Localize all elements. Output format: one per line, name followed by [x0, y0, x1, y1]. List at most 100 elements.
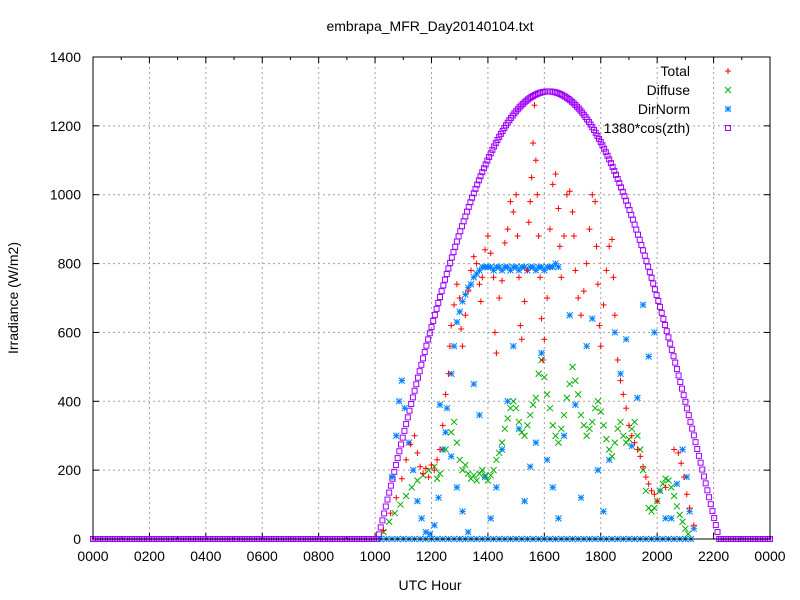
- clearsky-point: [386, 489, 393, 496]
- clearsky-point: [648, 274, 655, 281]
- clearsky-point: [421, 349, 428, 356]
- legend: Total Diffuse DirNorm 1380*cos(zth): [604, 63, 732, 136]
- clearsky-point: [611, 167, 618, 174]
- total-point: [428, 461, 435, 468]
- total-point: [606, 243, 613, 250]
- clearsky-point: [629, 216, 636, 223]
- clearsky-point: [486, 153, 493, 160]
- diffuse-point: [512, 404, 520, 412]
- dirnorm-point: [673, 480, 681, 488]
- diffuse-point: [628, 425, 636, 433]
- clearsky-point: [404, 414, 411, 421]
- total-point: [631, 439, 638, 446]
- total-point: [459, 343, 466, 350]
- diffuse-point: [650, 504, 658, 512]
- series-diffuse: [380, 356, 692, 538]
- total-point: [484, 233, 491, 240]
- clearsky-point: [474, 181, 481, 188]
- clearsky-point: [491, 143, 498, 150]
- total-point: [532, 157, 539, 164]
- clearsky-point: [638, 242, 645, 249]
- total-point: [493, 350, 500, 357]
- diffuse-point: [490, 466, 497, 474]
- dirnorm-point: [392, 432, 400, 440]
- clearsky-point: [392, 461, 399, 468]
- total-point: [380, 527, 387, 534]
- diffuse-point: [614, 425, 622, 433]
- clearsky-point: [452, 243, 459, 250]
- clearsky-point: [396, 448, 403, 455]
- dirnorm-point: [555, 514, 562, 522]
- legend-marker: [724, 86, 732, 94]
- clearsky-point: [628, 211, 635, 218]
- clearsky-point: [667, 340, 674, 347]
- clearsky-point: [685, 412, 692, 419]
- diffuse-point: [634, 432, 641, 440]
- total-point: [470, 253, 477, 260]
- total-point: [617, 377, 624, 384]
- clearsky-point: [709, 508, 716, 515]
- total-point: [539, 356, 546, 363]
- diffuse-point: [665, 477, 672, 484]
- dirnorm-point: [464, 528, 472, 536]
- clearsky-point: [399, 434, 406, 441]
- total-point: [531, 102, 538, 109]
- dirnorm-point: [447, 453, 455, 460]
- clearsky-point: [440, 282, 447, 289]
- clearsky-point: [673, 366, 680, 373]
- x-tick-label: 0800: [303, 548, 334, 564]
- dirnorm-point: [418, 514, 425, 522]
- total-point: [525, 219, 532, 226]
- diffuse-point: [433, 475, 441, 483]
- total-point: [446, 343, 453, 350]
- legend-marker: [725, 125, 731, 131]
- diffuse-point: [501, 425, 509, 433]
- x-tick-label: 0000: [77, 548, 108, 564]
- diffuse-point: [557, 425, 565, 433]
- legend-label: 1380*cos(zth): [604, 120, 690, 136]
- total-point: [651, 491, 658, 498]
- dirnorm-point: [509, 342, 517, 350]
- clearsky-point: [425, 336, 432, 343]
- total-point: [645, 480, 652, 487]
- tick-layer: 0000 0200 0400 0600 0800 1000 1200 1400 1600 1800…: [50, 49, 786, 564]
- clearsky-point: [443, 271, 450, 278]
- clearsky-point: [398, 441, 405, 448]
- clearsky-point: [558, 91, 565, 98]
- clearsky-point: [602, 149, 609, 156]
- y-tick-label: 1000: [50, 187, 81, 203]
- clearsky-point: [435, 299, 442, 306]
- diffuse-point: [580, 422, 588, 429]
- diffuse-point: [456, 456, 464, 464]
- total-point: [496, 295, 503, 301]
- diffuse-point: [447, 428, 455, 436]
- diffuse-point: [594, 397, 602, 405]
- dirnorm-point: [409, 466, 417, 474]
- diffuse-point: [408, 484, 416, 491]
- clearsky-point: [702, 480, 709, 487]
- clearsky-point: [714, 529, 721, 536]
- clearsky-point: [428, 324, 435, 331]
- total-point: [462, 312, 469, 319]
- clearsky-point: [668, 346, 675, 353]
- clearsky-point: [692, 439, 699, 446]
- y-tick-label: 600: [58, 324, 82, 340]
- diffuse-point: [574, 391, 582, 398]
- total-point: [678, 460, 685, 467]
- clearsky-point: [682, 398, 689, 405]
- diffuse-point: [642, 487, 650, 495]
- dirnorm-point: [388, 473, 396, 481]
- clearsky-point: [655, 297, 662, 304]
- clearsky-point: [431, 311, 438, 318]
- dirnorm-point: [690, 525, 698, 533]
- clearsky-point: [387, 482, 394, 489]
- dirnorm-point: [566, 311, 574, 319]
- diffuse-point: [391, 509, 399, 517]
- total-point: [517, 322, 524, 329]
- clearsky-point: [480, 165, 487, 172]
- diffuse-point: [656, 487, 664, 495]
- clearsky-point: [614, 175, 621, 182]
- total-point: [654, 498, 661, 505]
- legend-marker: [724, 105, 732, 113]
- clearsky-point: [704, 487, 711, 494]
